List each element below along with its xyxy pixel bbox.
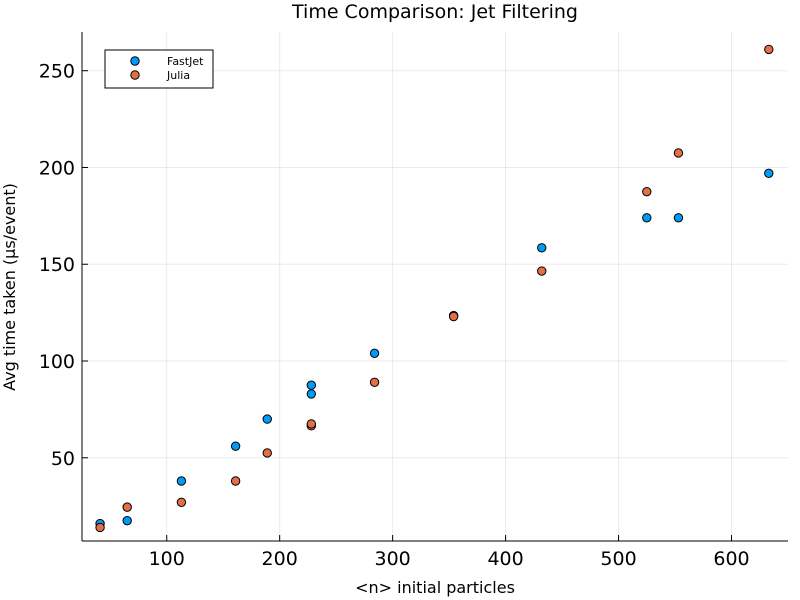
grid (82, 32, 788, 541)
series-julia (95, 44, 774, 533)
chart-title: Time Comparison: Jet Filtering (291, 1, 578, 23)
data-point-julia (642, 186, 652, 197)
legend-label-julia: Julia (166, 69, 190, 82)
legend: FastJet Julia (104, 49, 214, 89)
x-tick-label: 400 (487, 548, 523, 570)
legend-label-fastjet: FastJet (167, 55, 204, 68)
x-tick-label: 100 (149, 548, 185, 570)
data-point-julia (369, 377, 380, 388)
data-point-fastjet (306, 389, 317, 399)
y-axis-label: Avg time taken (μs/event) (0, 183, 19, 391)
y-tick-label: 200 (39, 157, 75, 179)
data-point-julia (95, 522, 105, 533)
y-tick-label: 150 (39, 254, 75, 276)
data-point-fastjet (537, 243, 547, 253)
data-point-julia (230, 476, 241, 486)
data-points (95, 44, 774, 533)
data-point-fastjet (176, 476, 187, 486)
data-point-fastjet (673, 213, 684, 223)
legend-box (104, 49, 214, 89)
x-tick-label: 200 (262, 548, 298, 570)
data-point-fastjet (262, 414, 272, 424)
plot-frame (81, 32, 788, 542)
tick-labels: 100 200 300 400 500 600 50 100 150 200 250 (39, 61, 750, 570)
data-point-fastjet (122, 515, 132, 526)
data-point-julia (122, 502, 132, 512)
x-tick-label: 600 (713, 548, 749, 570)
data-point-julia (537, 266, 547, 276)
data-point-julia (764, 44, 774, 55)
x-tick-label: 500 (600, 548, 636, 570)
data-point-fastjet (642, 213, 652, 223)
y-tick-label: 250 (39, 61, 75, 83)
data-point-fastjet (764, 168, 774, 178)
data-point-fastjet (306, 380, 317, 390)
data-point-fastjet (369, 348, 380, 358)
x-axis-label: <n> initial particles (355, 578, 515, 597)
data-point-julia (673, 148, 684, 158)
y-tick-label: 100 (39, 351, 75, 373)
data-point-julia (176, 497, 187, 507)
data-point-fastjet (230, 441, 241, 451)
data-point-julia (262, 448, 272, 458)
legend-marker-fastjet (130, 56, 140, 66)
legend-marker-julia (130, 70, 140, 80)
series-fastjet (95, 168, 774, 529)
y-tick-label: 50 (51, 448, 75, 470)
x-tick-label: 300 (375, 548, 411, 570)
data-point-julia (306, 419, 317, 429)
data-point-julia (448, 311, 459, 322)
